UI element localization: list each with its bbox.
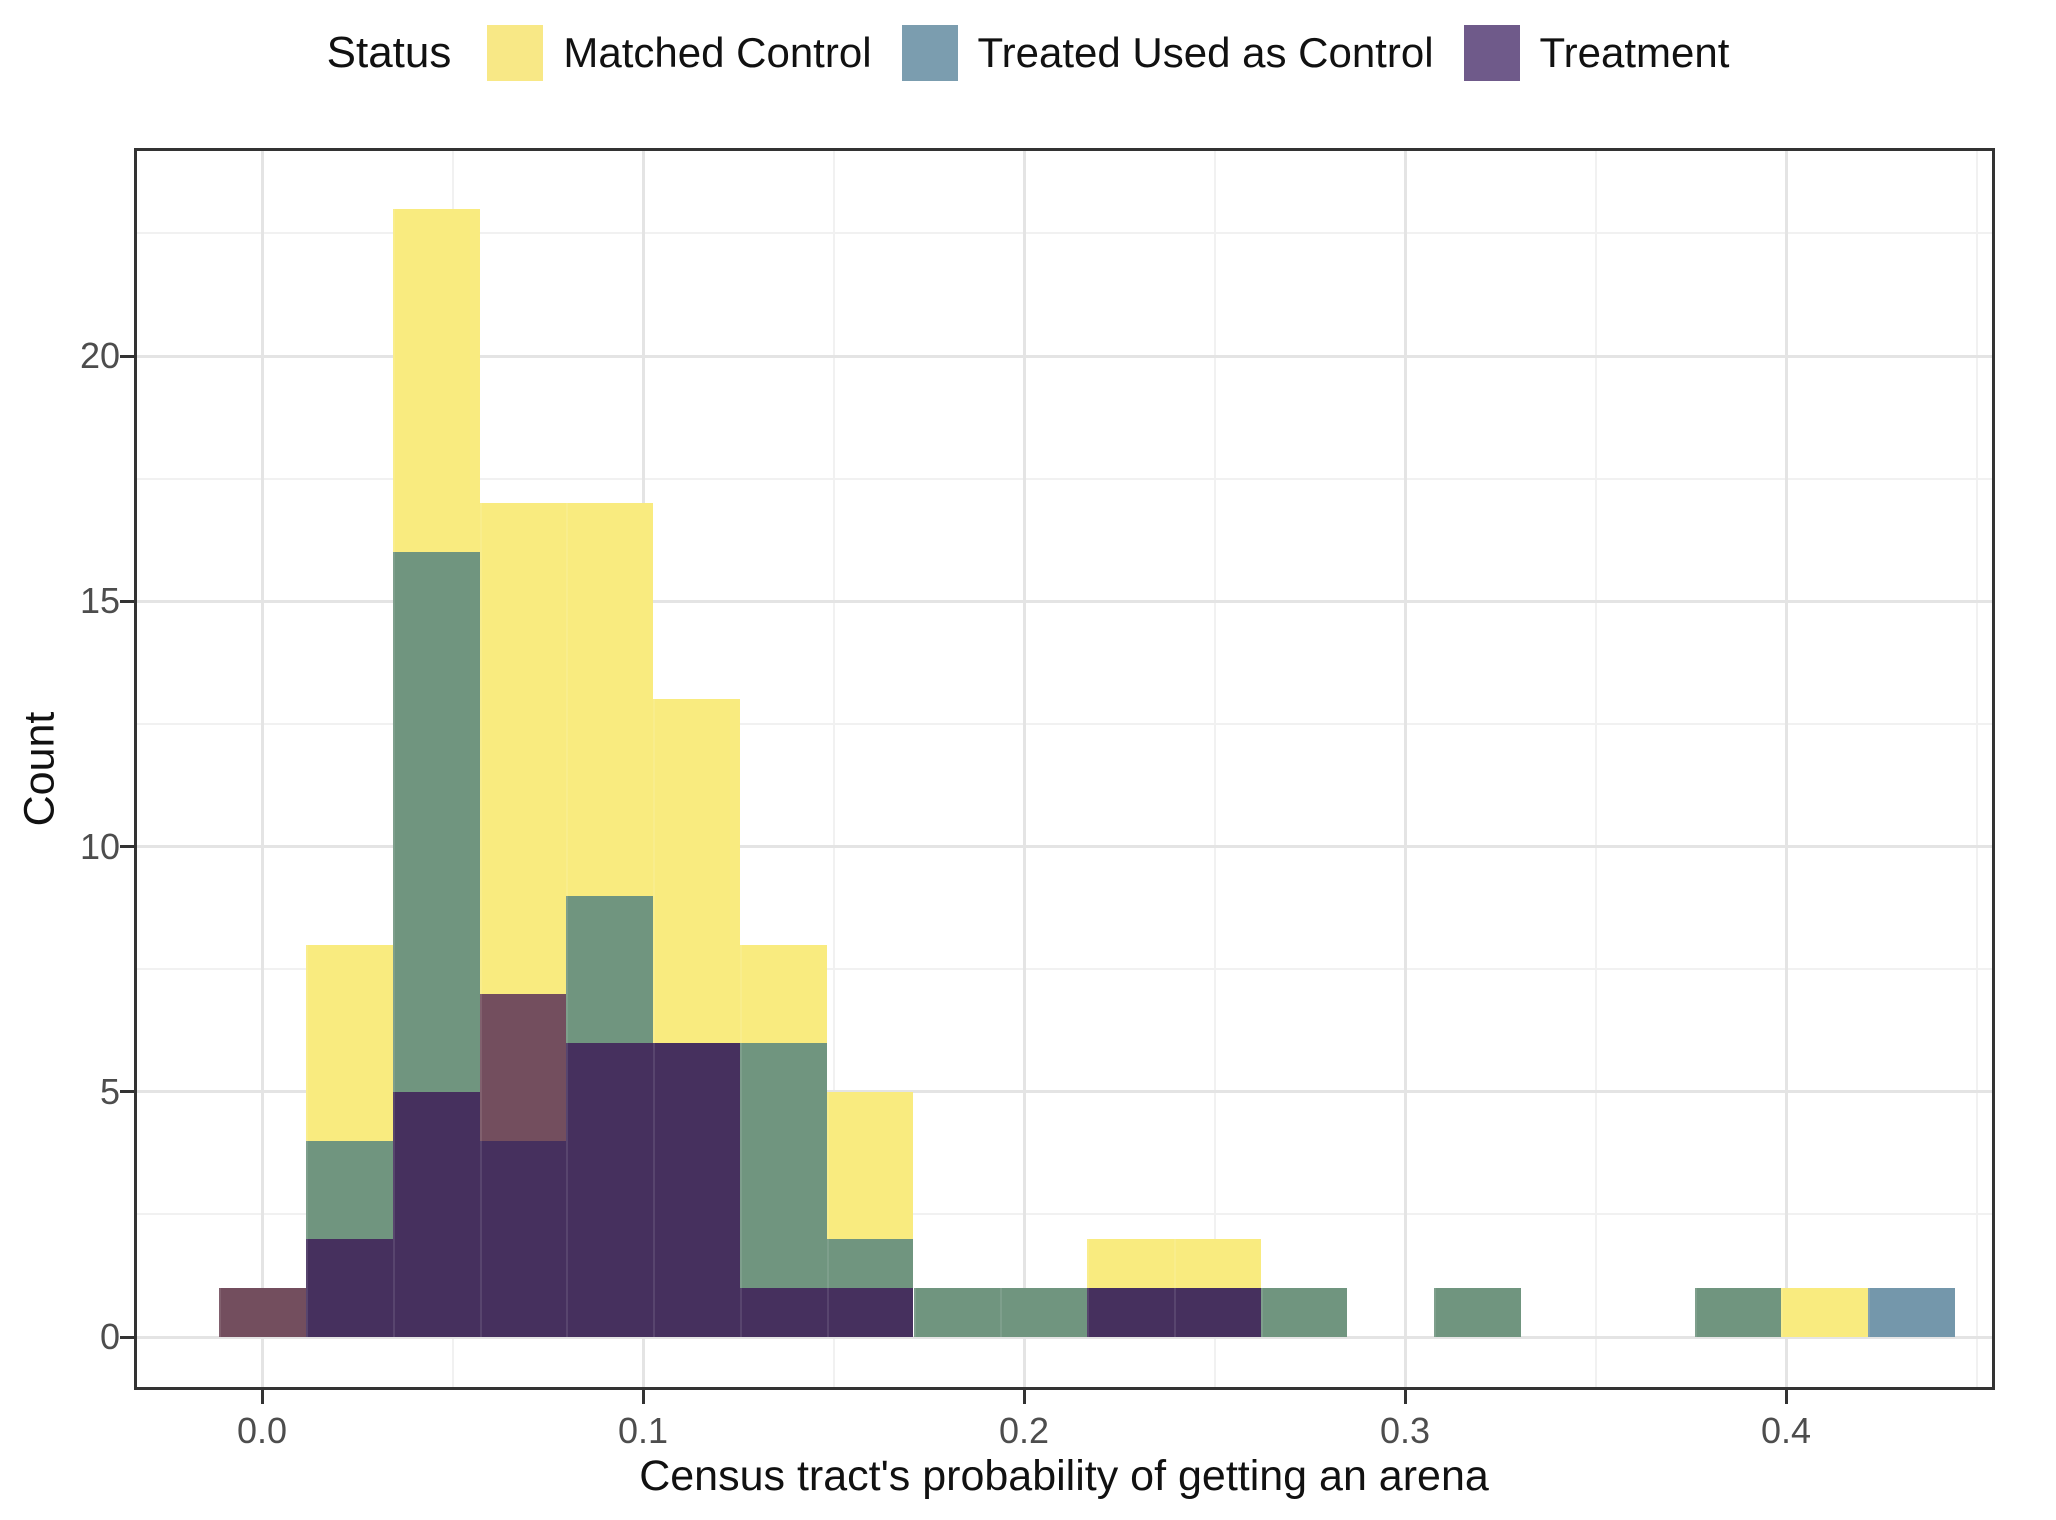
y-tick-mark: [120, 1335, 134, 1339]
legend-label-treatment: Treatment: [1539, 29, 1730, 76]
x-tick-label: 0.2: [998, 1410, 1050, 1451]
y-tick-label: 10: [79, 825, 120, 867]
gridline-x-major: [1022, 151, 1026, 1387]
legend-item-treatment: Treatment: [1463, 25, 1730, 81]
gridline-y-minor: [137, 477, 1992, 480]
histogram-bar-segment-mc_tc: [826, 1238, 914, 1288]
y-tick-label: 15: [79, 580, 120, 622]
histogram-bar-segment-all: [739, 1288, 827, 1337]
x-axis-title: Census tract's probability of getting an…: [639, 1452, 1489, 1500]
histogram-bar-segment-mc_tr: [218, 1288, 306, 1337]
gridline-y-minor: [137, 722, 1992, 725]
x-tick-mark: [260, 1390, 264, 1404]
gridline-x-minor: [1594, 151, 1597, 1387]
gridline-x-major: [1784, 151, 1788, 1387]
x-tick-mark: [1403, 1390, 1407, 1404]
plot-panel: [134, 148, 1995, 1390]
histogram-bar-segment-mc_tc: [566, 895, 653, 1043]
legend-title: Status: [326, 28, 452, 77]
x-tick-mark: [1022, 1390, 1026, 1404]
legend-swatch-treated-used-as-control: [901, 25, 958, 81]
x-tick-label: 0.0: [236, 1410, 288, 1451]
histogram-bar-segment-mc: [479, 503, 567, 994]
histogram-bar-segment-mc: [305, 944, 393, 1141]
histogram-bar-segment-all: [1086, 1288, 1174, 1337]
gridline-y-major: [137, 845, 1992, 848]
histogram-bar-segment-mc: [1086, 1238, 1174, 1288]
histogram-bar-segment-all: [1173, 1288, 1261, 1337]
histogram-bar-segment-mc_tc: [1694, 1288, 1782, 1337]
x-tick-label: 0.1: [617, 1410, 669, 1451]
gridline-x-major: [1403, 151, 1407, 1387]
histogram-bar-segment-mc: [826, 1091, 914, 1239]
x-tick-label: 0.3: [1379, 1410, 1431, 1451]
histogram-bar-segment-mc: [1781, 1288, 1868, 1337]
y-tick-mark: [120, 354, 134, 358]
gridline-x-minor: [1213, 151, 1216, 1387]
histogram-bar-segment-mc_tc: [1434, 1288, 1521, 1337]
histogram-bar-segment-mc: [392, 208, 480, 553]
y-tick-mark: [120, 1090, 134, 1094]
histogram-bar-segment-mc: [1173, 1238, 1261, 1288]
y-tick-mark: [120, 599, 134, 603]
legend-item-treated-used-as-control: Treated Used as Control: [901, 25, 1434, 81]
gridline-x-minor: [832, 151, 835, 1387]
histogram-bar-segment-all: [566, 1042, 653, 1337]
y-axis-title: Count: [15, 711, 64, 827]
histogram-bar-segment-mc_tc: [913, 1288, 1000, 1337]
y-tick-label: 0: [99, 1316, 120, 1357]
histogram-bar-segment-tc: [1867, 1288, 1955, 1337]
histogram-bar-segment-all: [305, 1238, 393, 1337]
legend-swatch-matched-control: [487, 25, 544, 81]
gridline-x-major: [260, 151, 264, 1387]
histogram-bar-segment-all: [826, 1288, 914, 1337]
histogram-bar-segment-all: [652, 1042, 740, 1337]
histogram-bar-segment-mc_tc: [305, 1140, 393, 1239]
y-tick-label: 5: [99, 1070, 120, 1112]
y-tick-mark: [120, 845, 134, 848]
x-tick-mark: [1784, 1390, 1788, 1404]
gridline-x-minor: [1975, 151, 1978, 1387]
x-tick-label: 0.4: [1760, 1410, 1812, 1451]
y-tick-label: 20: [79, 335, 120, 376]
gridline-y-major: [137, 354, 1992, 358]
legend-swatch-treatment: [1463, 25, 1520, 81]
legend: Status Matched Control Treated Used as C…: [0, 18, 2056, 88]
histogram-bar-segment-mc: [739, 944, 827, 1043]
histogram-bar-segment-all: [479, 1140, 567, 1337]
gridline-y-minor: [137, 232, 1992, 235]
legend-label-treated-used-as-control: Treated Used as Control: [977, 29, 1434, 76]
histogram-bar-segment-mc_tr: [479, 993, 567, 1141]
histogram-bar-segment-mc_tc: [739, 1042, 827, 1288]
histogram-bar-segment-mc_tc: [392, 552, 480, 1092]
histogram-bar-segment-all: [392, 1091, 480, 1338]
histogram-bar-segment-mc: [652, 699, 740, 1043]
gridline-y-minor: [137, 1213, 1992, 1216]
gridline-y-minor: [137, 968, 1992, 971]
histogram-bar-segment-mc_tc: [1260, 1288, 1348, 1337]
x-tick-mark: [641, 1390, 645, 1404]
legend-label-matched-control: Matched Control: [563, 29, 872, 76]
legend-item-matched-control: Matched Control: [487, 25, 872, 81]
histogram-bar-segment-mc: [566, 503, 653, 896]
gridline-y-major: [137, 1090, 1992, 1094]
gridline-y-major: [137, 599, 1992, 603]
gridline-y-major: [137, 1335, 1992, 1339]
histogram-bar-segment-mc_tc: [1000, 1288, 1087, 1337]
